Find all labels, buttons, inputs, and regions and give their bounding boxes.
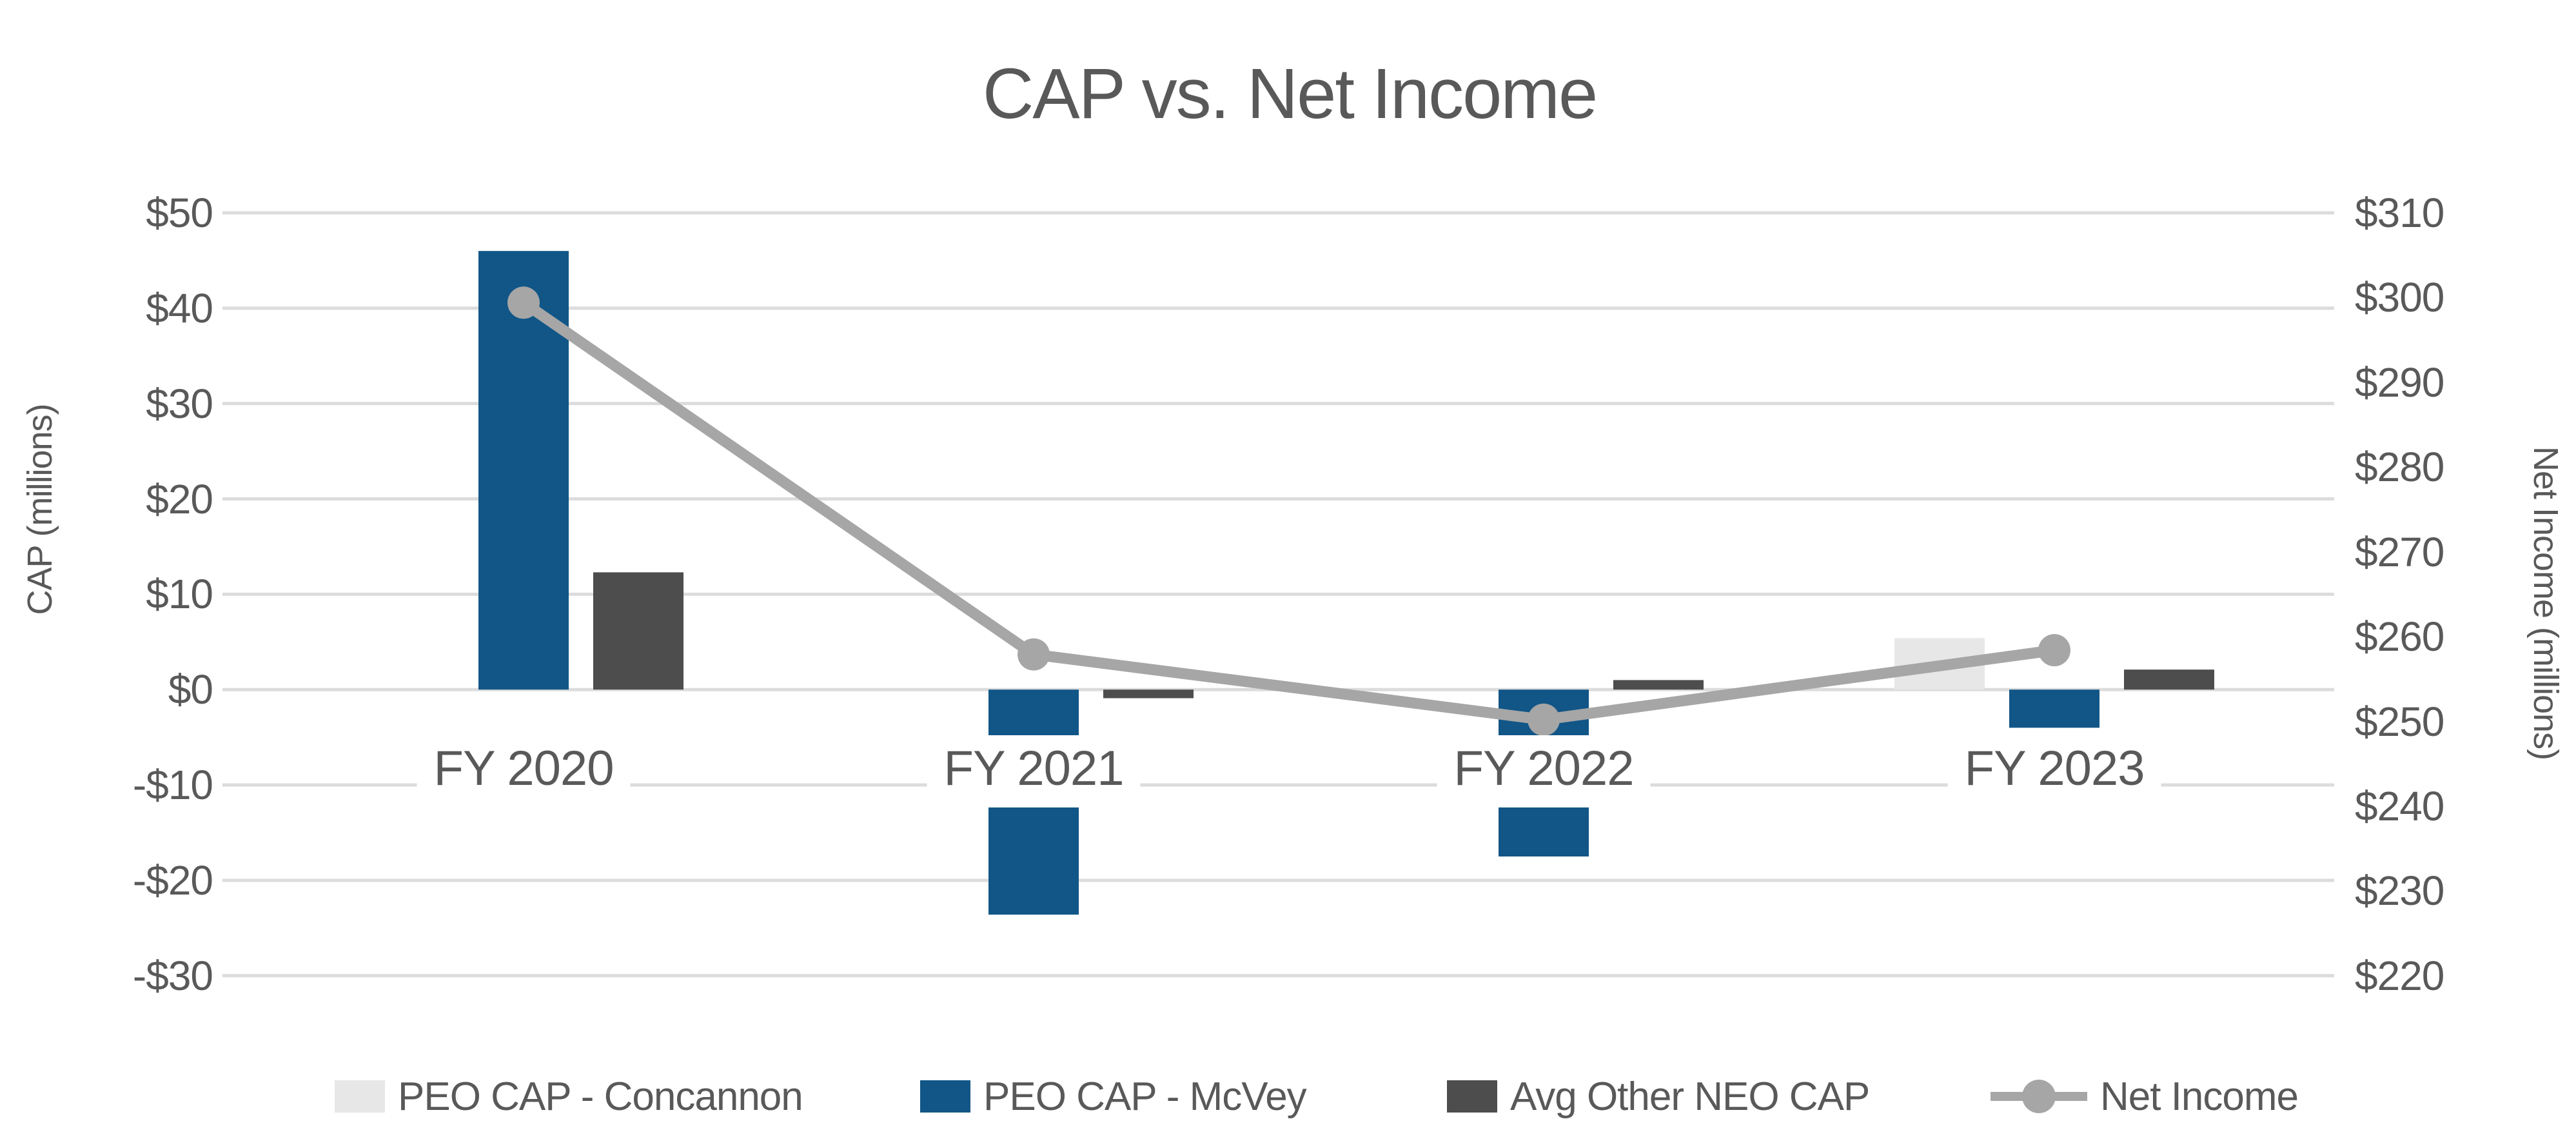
left-axis-tick-label: -$30 — [132, 952, 213, 999]
net-income-marker — [2038, 634, 2070, 667]
left-axis-tick-label: $0 — [168, 666, 213, 713]
bar-avg-other-neo-cap — [1103, 689, 1194, 698]
right-axis-tick-label: $240 — [2355, 782, 2444, 829]
left-axis-tick-label: $50 — [146, 190, 213, 236]
gridline — [222, 878, 2334, 882]
legend-label: Net Income — [2100, 1074, 2299, 1119]
legend: PEO CAP - Concannon PEO CAP - McVey Avg Ot… — [0, 1067, 2576, 1125]
legend-label: PEO CAP - McVey — [983, 1074, 1307, 1119]
legend-label: Avg Other NEO CAP — [1510, 1074, 1870, 1119]
bar-peo-cap-mcvey — [2009, 689, 2099, 728]
right-axis-tick-label: $250 — [2355, 698, 2444, 745]
bar-avg-other-neo-cap — [593, 572, 683, 690]
category-label-fy-2021: FY 2021 — [927, 735, 1141, 807]
legend-item-net-income: Net Income — [1991, 1067, 2299, 1125]
legend-item-avg-other-neo-cap: Avg Other NEO CAP — [1447, 1067, 1870, 1125]
left-axis-tick-label: $20 — [146, 475, 213, 522]
gridline — [222, 211, 2334, 215]
legend-line-marker-icon — [1991, 1080, 2087, 1113]
right-axis-tick-label: $260 — [2355, 613, 2444, 660]
bar-avg-other-neo-cap — [2124, 669, 2214, 690]
net-income-line — [520, 298, 2056, 726]
right-axis-tick-label: $310 — [2355, 190, 2444, 236]
gridline — [222, 497, 2334, 501]
category-label-fy-2022: FY 2022 — [1437, 735, 1651, 807]
legend-marker-dot — [2022, 1080, 2056, 1113]
legend-item-peo-cap-concannon: PEO CAP - Concannon — [335, 1067, 803, 1125]
right-axis-tick-label: $300 — [2355, 274, 2444, 321]
category-label-fy-2023: FY 2023 — [1947, 735, 2161, 807]
legend-label: PEO CAP - Concannon — [398, 1074, 803, 1119]
gridline — [222, 592, 2334, 596]
gridline — [222, 402, 2334, 406]
legend-swatch-peo-cap-mcvey — [920, 1080, 970, 1113]
left-axis-tick-label: -$20 — [132, 856, 213, 904]
gridline — [222, 783, 2334, 787]
right-axis-tick-label: $290 — [2355, 359, 2444, 406]
right-axis-tick-label: $280 — [2355, 444, 2444, 491]
chart-title: CAP vs. Net Income — [982, 54, 1598, 134]
net-income-marker — [507, 286, 540, 319]
right-axis-title: Net Income (millions) — [2526, 446, 2565, 760]
right-axis-tick-label: $230 — [2355, 867, 2444, 915]
legend-swatch-peo-cap-concannon — [335, 1080, 385, 1113]
left-axis-tick-label: $40 — [146, 284, 213, 332]
gridline — [222, 974, 2334, 978]
right-axis-tick-label: $220 — [2355, 952, 2444, 999]
net-income-marker — [1528, 703, 1560, 736]
left-axis-title: CAP (millions) — [21, 404, 59, 615]
left-axis-tick-label: $10 — [146, 571, 213, 618]
category-label-fy-2020: FY 2020 — [417, 735, 631, 807]
legend-swatch-avg-other-neo-cap — [1447, 1080, 1497, 1113]
left-axis-tick-label: -$10 — [132, 762, 213, 809]
net-income-marker — [1018, 638, 1050, 671]
right-axis-tick-label: $270 — [2355, 528, 2444, 575]
bar-avg-other-neo-cap — [1613, 680, 1704, 690]
legend-item-peo-cap-mcvey: PEO CAP - McVey — [920, 1067, 1307, 1125]
gridline — [222, 306, 2334, 310]
left-axis-tick-label: $30 — [146, 380, 213, 427]
